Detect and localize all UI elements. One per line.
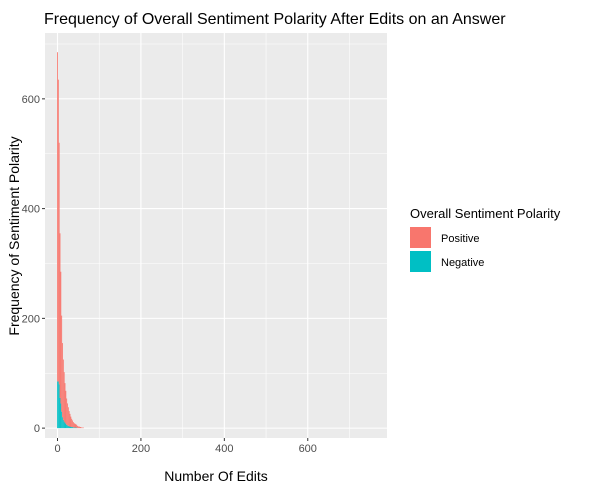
bar-positive [77,426,79,429]
bar-negative [76,427,78,429]
bar-positive [78,426,80,429]
legend-title: Overall Sentiment Polarity [410,206,561,221]
bars [57,52,84,429]
bar-negative [73,427,75,429]
bar-negative [65,423,67,429]
bar-positive [76,424,78,428]
bar-negative [57,381,58,429]
bar-positive [81,427,83,429]
y-tick-label: 0 [34,423,40,435]
bar-positive [57,52,58,382]
bar-positive [64,383,66,423]
y-tick-label: 600 [22,94,40,106]
legend-key-positive [410,227,431,248]
bar-positive [79,427,81,429]
plot-panel [45,33,387,438]
y-axis-title: Frequency of Sentiment Polarity [6,136,22,335]
bar-positive [74,423,76,428]
bar-positive [72,420,73,428]
bar-positive [58,142,60,385]
bar-negative [69,426,71,429]
bar-positive [66,398,68,425]
bar-positive [63,372,65,422]
y-axis-ticks: 0 200 400 600 [22,94,45,435]
bar-positive [67,407,69,426]
bar-negative [75,427,77,429]
bar-positive [69,413,71,427]
bar-positive [68,411,70,427]
bar-positive [82,427,84,429]
bar-negative [74,427,76,429]
bar-negative [71,427,73,429]
x-tick-label: 0 [54,443,60,455]
bar-positive [62,359,64,420]
bar-positive [61,315,63,412]
bar-positive [80,427,82,429]
legend-key-negative [410,251,431,272]
bar-positive [70,416,72,428]
bar-negative [57,381,59,429]
x-tick-label: 200 [132,443,150,455]
bar-positive [62,343,63,418]
bar-positive [73,423,75,428]
bar-positive [60,271,62,404]
bar-negative [58,384,60,429]
legend-label-positive: Positive [441,233,480,245]
bar-positive [67,403,68,426]
bar-negative [72,427,73,429]
bar-negative [60,403,62,429]
x-tick-label: 400 [215,443,233,455]
bar-positive [82,427,83,429]
bar-negative [63,421,65,429]
bar-negative [70,427,72,429]
bar-negative [64,422,66,429]
bar-negative [72,427,74,429]
bar-negative [66,424,68,429]
bar-negative [62,417,63,429]
chart-title: Frequency of Overall Sentiment Polarity … [44,11,506,28]
x-tick-label: 600 [299,443,317,455]
x-axis-ticks: 0 200 400 600 [54,438,317,455]
bar-negative [61,411,63,429]
y-tick-label: 400 [22,204,40,216]
bar-positive [65,390,67,424]
bar-negative [67,425,69,429]
bar-positive [72,422,74,428]
bar-positive [59,233,61,398]
legend: Overall Sentiment Polarity Positive Nega… [410,206,561,272]
bar-positive [77,425,78,429]
bar-positive [57,79,59,382]
bar-negative [59,397,61,429]
y-tick-label: 200 [22,313,40,325]
legend-label-negative: Negative [441,257,484,269]
bar-positive [71,418,73,428]
grid-minor [45,33,387,438]
x-axis-title: Number Of Edits [164,468,267,484]
bar-negative [68,426,70,429]
bar-negative [62,419,64,429]
bar-negative [67,425,68,429]
bar-positive [75,424,77,428]
